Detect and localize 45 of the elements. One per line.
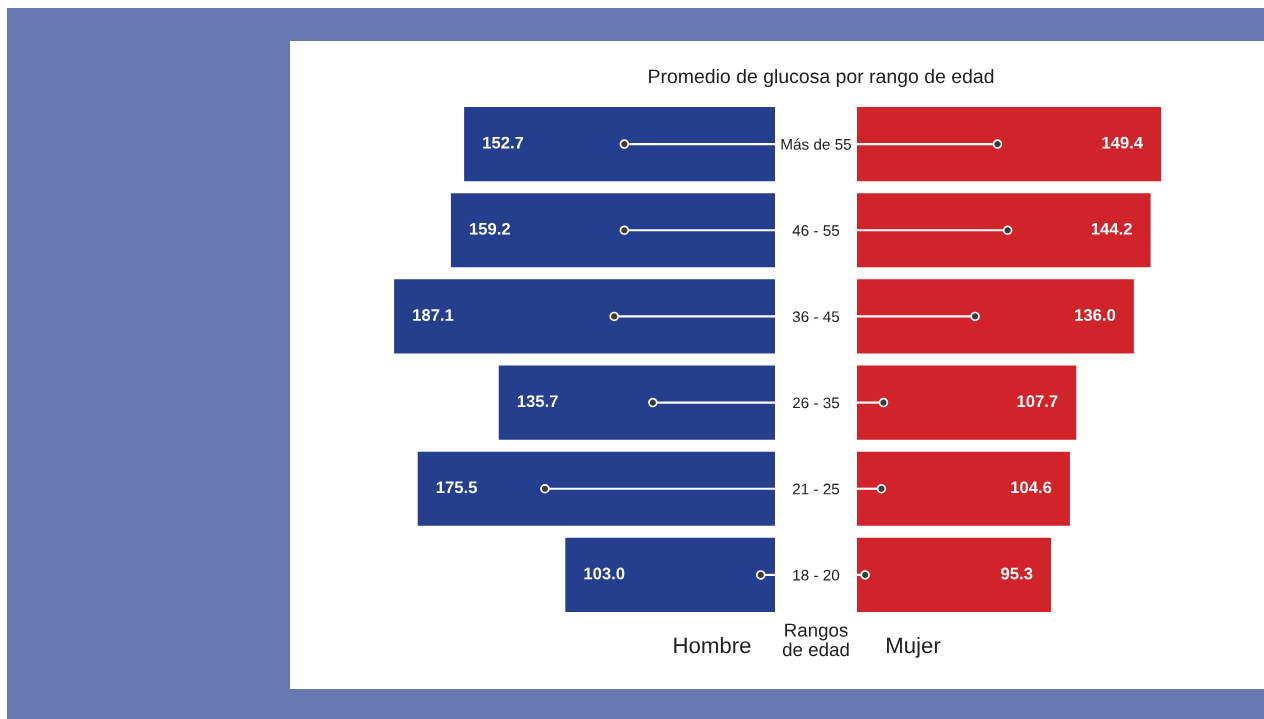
point: [619, 225, 630, 236]
point: [1002, 225, 1013, 236]
data-label: 135.7: [517, 395, 558, 408]
x-axis-title: Hombre: [674, 637, 751, 654]
bar: [857, 193, 1151, 268]
data-label: 107.7: [1017, 395, 1058, 408]
point: [970, 311, 980, 322]
point: [878, 397, 889, 408]
data-label: 159.2: [470, 222, 510, 235]
y-tick-label: 26 - 35: [792, 397, 840, 409]
bar: [857, 279, 1134, 354]
y-tick-label: 46 - 55: [792, 225, 840, 236]
bar: [857, 537, 1052, 612]
data-label: 187.1: [413, 309, 454, 321]
data-label: 95.3: [1001, 567, 1033, 580]
data-label: 103.0: [584, 567, 625, 580]
bar: [857, 365, 1077, 440]
y-tick-label: 36 - 45: [792, 311, 840, 323]
bar: [565, 537, 775, 612]
point: [540, 483, 550, 494]
bar: [498, 365, 775, 440]
bar: [417, 451, 775, 526]
data-label: 175.5: [436, 481, 478, 494]
point: [992, 139, 1003, 149]
y-tick-label: 18 - 20: [793, 569, 840, 581]
point: [619, 139, 630, 149]
data-label: 144.2: [1091, 222, 1132, 235]
y-axis-title: Rangos de edad: [782, 623, 849, 657]
bar: [450, 193, 775, 268]
data-label: 152.7: [483, 136, 524, 149]
data-label: 149.4: [1102, 136, 1144, 149]
data-label: 104.6: [1011, 481, 1052, 494]
y-tick-label: 21 - 25: [792, 483, 840, 495]
point: [755, 570, 766, 580]
bar: [464, 107, 775, 182]
text: Promedio de glucosa por rango de edad: [649, 68, 994, 88]
point: [876, 483, 887, 494]
bar: [394, 279, 775, 354]
x-axis-title: Mujer: [887, 637, 941, 658]
point: [609, 311, 619, 322]
bar: [857, 107, 1162, 182]
y-tick-label: Más de 55: [781, 138, 851, 150]
data-label: 136.0: [1075, 309, 1116, 321]
bar: [857, 451, 1070, 526]
point: [648, 397, 658, 408]
